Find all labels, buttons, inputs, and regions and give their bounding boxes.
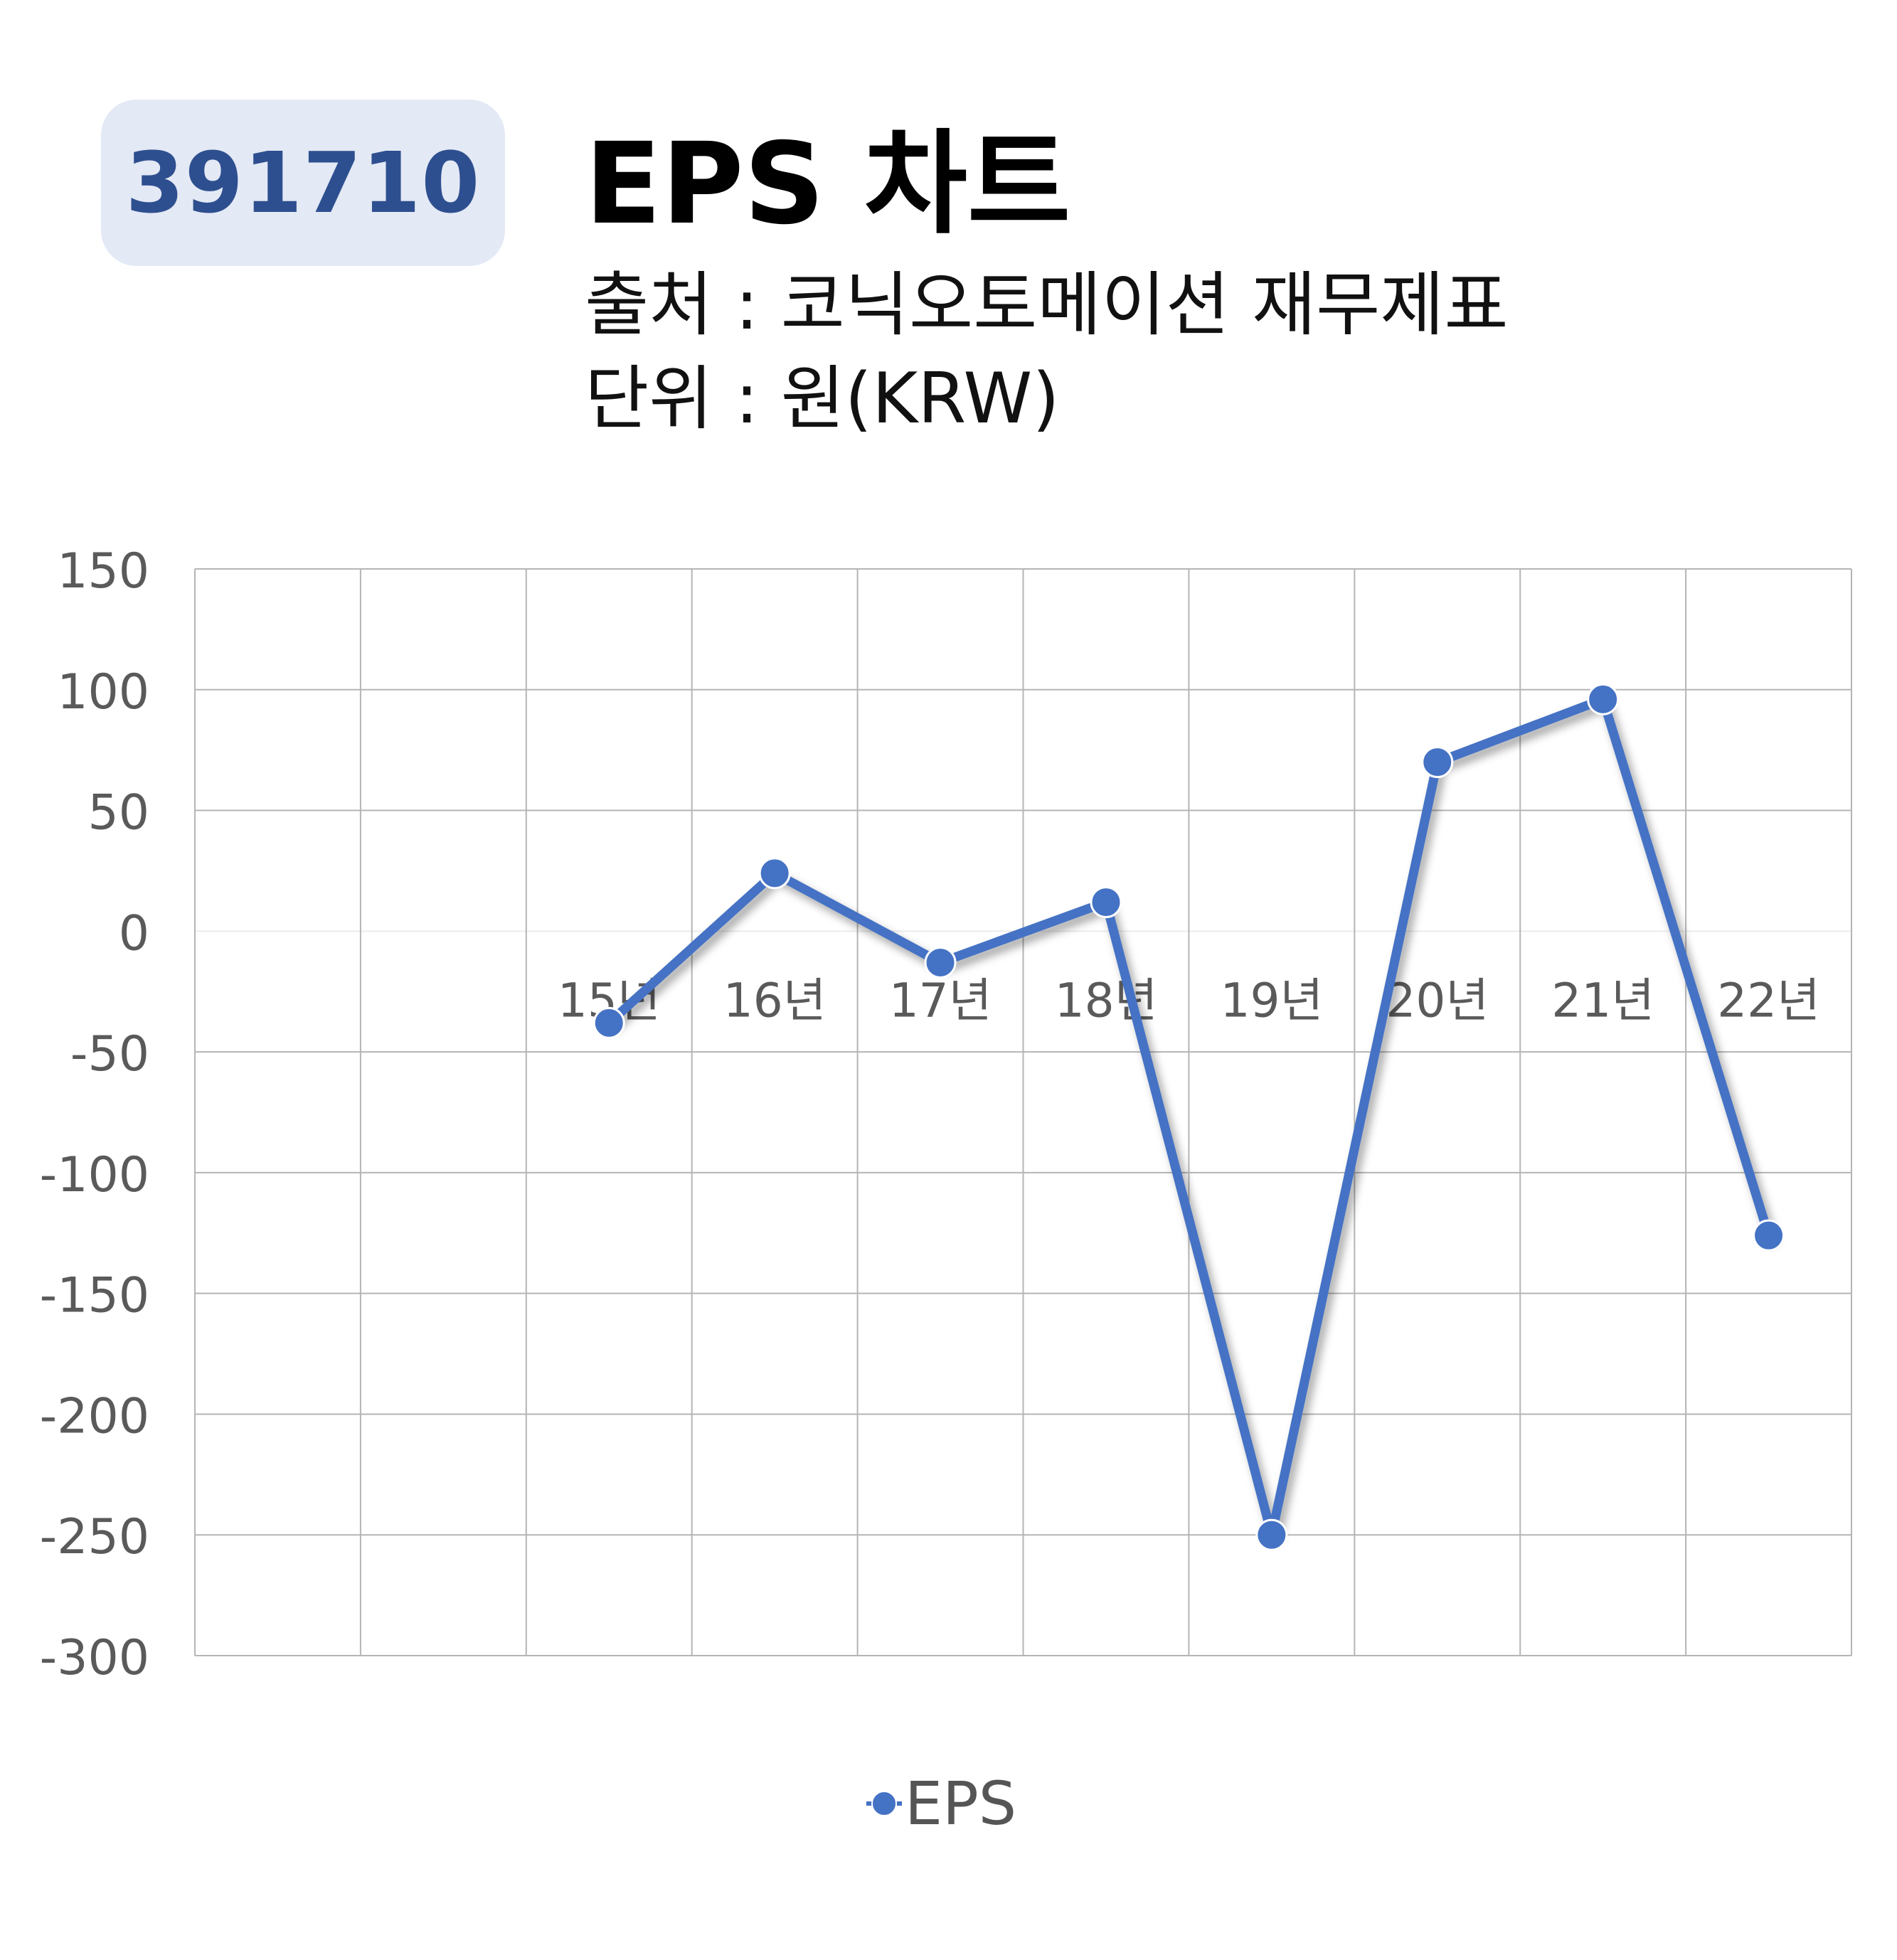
data-point [924, 946, 957, 979]
series-eps [593, 683, 1785, 1551]
x-tick-label: 20년 [1386, 973, 1489, 1028]
y-tick-label: -150 [40, 1268, 149, 1324]
x-tick-label: 18년 [1055, 973, 1158, 1028]
legend-marker-icon [866, 1789, 902, 1818]
chart-title: EPS 차트 [585, 119, 1071, 250]
x-tick-label: 21년 [1551, 973, 1654, 1028]
y-tick-label: -200 [40, 1388, 149, 1444]
series-line-eps [604, 693, 1774, 1536]
data-point [593, 1006, 625, 1039]
y-tick-label: -50 [70, 1026, 149, 1082]
y-tick-label: 100 [57, 664, 149, 720]
data-point [1255, 1518, 1288, 1551]
x-tick-label: 16년 [723, 973, 827, 1028]
y-tick-label: 0 [119, 905, 149, 962]
x-tick-label: 17년 [889, 973, 992, 1028]
stock-code-badge: 391710 [101, 100, 505, 266]
y-tick-label: 50 [87, 785, 149, 841]
chart-unit: 단위 : 원(KRW) [585, 358, 1060, 440]
y-tick-label: -300 [40, 1630, 149, 1686]
stock-code: 391710 [125, 134, 481, 232]
y-axis-ticks: 150 100 50 0 -50 -100 -150 -200 -250 -300 [40, 543, 149, 1686]
data-point [1587, 683, 1620, 715]
y-tick-label: -250 [40, 1509, 149, 1565]
chart-grid [194, 568, 1852, 1656]
data-point [1090, 886, 1122, 919]
data-point [1421, 746, 1454, 779]
data-point [758, 857, 791, 890]
x-tick-label: 19년 [1220, 973, 1323, 1028]
data-point [1753, 1219, 1785, 1252]
chart-legend: EPS [866, 1769, 1016, 1838]
y-tick-label: -100 [40, 1147, 149, 1203]
x-tick-label: 22년 [1717, 973, 1820, 1028]
chart-source: 출처 : 코닉오토메이션 재무제표 [585, 265, 1509, 346]
legend-label-eps: EPS [905, 1769, 1017, 1838]
y-tick-label: 150 [57, 543, 149, 600]
